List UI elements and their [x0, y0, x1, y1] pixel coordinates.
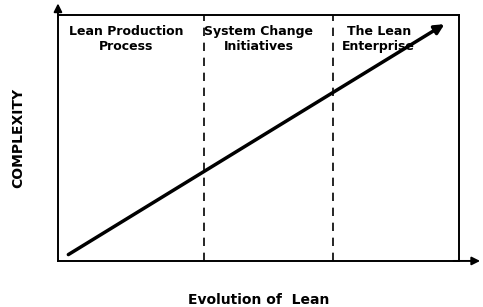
Text: System Change
Initiatives: System Change Initiatives [204, 25, 313, 53]
Text: COMPLEXITY: COMPLEXITY [11, 88, 25, 188]
Text: Lean Production
Process: Lean Production Process [69, 25, 184, 53]
Text: The Lean
Enterprise: The Lean Enterprise [342, 25, 415, 53]
Text: Evolution of  Lean: Evolution of Lean [188, 293, 329, 307]
